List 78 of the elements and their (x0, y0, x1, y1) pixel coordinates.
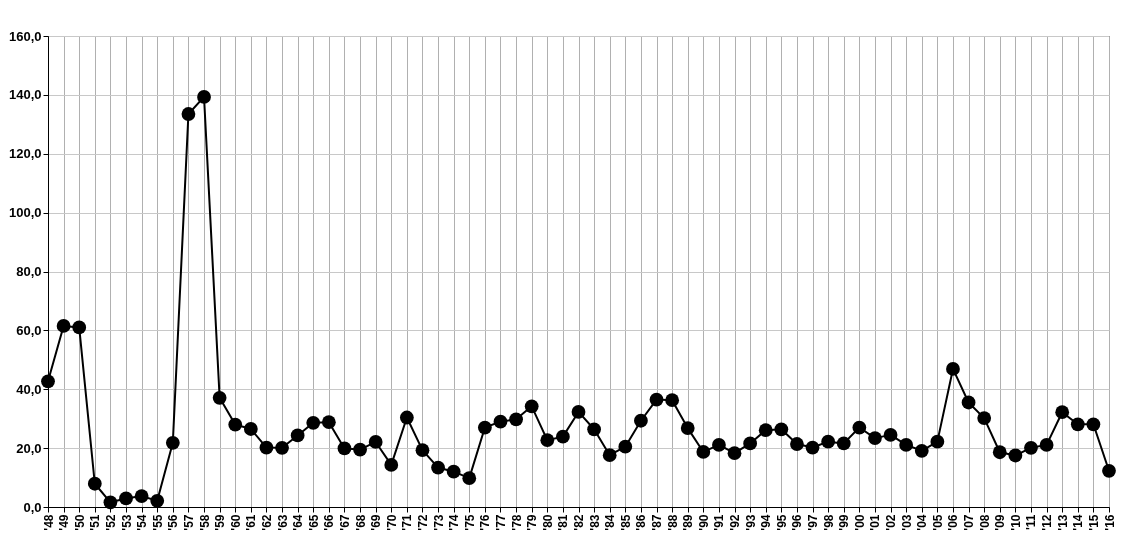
x-tick-label: '05 (930, 514, 945, 531)
x-tick-label: '59 (213, 514, 228, 531)
x-tick-label: '74 (447, 514, 462, 531)
x-tick-label: '12 (1040, 514, 1055, 531)
x-tick-label: '93 (743, 514, 758, 531)
x-tick-label: '77 (493, 514, 508, 531)
x-tick-label: '04 (915, 514, 930, 531)
x-tick-label: '89 (681, 514, 696, 531)
y-tick-label: 40,0 (16, 381, 42, 397)
x-tick-label: '87 (650, 514, 665, 531)
x-tick-label: '96 (790, 514, 805, 531)
y-tick-label: 60,0 (16, 322, 42, 338)
x-tick-label: '16 (1102, 514, 1117, 531)
x-tick-label: '88 (665, 514, 680, 531)
y-tick-label: 100,0 (8, 205, 42, 221)
x-tick-label: '66 (322, 514, 337, 531)
x-tick-label: '94 (759, 514, 774, 531)
y-tick-label: 80,0 (16, 264, 42, 279)
x-tick-label: '51 (88, 514, 103, 531)
x-tick-label: '57 (181, 514, 196, 531)
x-tick-label: '15 (1086, 514, 1101, 531)
x-tick-label: '84 (603, 514, 618, 531)
y-tick-label: 140,0 (8, 87, 42, 103)
x-tick-label: '63 (275, 514, 290, 531)
y-tick-label: 20,0 (16, 440, 42, 456)
x-tick-label: '54 (135, 514, 150, 531)
y-tick-label: 0,0 (23, 499, 42, 515)
x-tick-label: '78 (509, 514, 524, 531)
x-tick-label: '86 (634, 514, 649, 531)
x-tick-label: '83 (587, 514, 602, 531)
x-tick-label: '07 (962, 514, 977, 531)
x-tick-label: '95 (774, 514, 789, 531)
x-tick-label: '02 (884, 514, 899, 531)
x-tick-label: '10 (1008, 514, 1023, 531)
x-tick-label: '52 (103, 514, 118, 531)
x-tick-label: '60 (228, 514, 243, 531)
x-tick-label: '82 (572, 514, 586, 531)
x-tick-label: '90 (696, 514, 711, 531)
y-tick-label: 120,0 (8, 146, 42, 162)
x-tick-label: '85 (618, 514, 633, 531)
x-tick-label: '68 (353, 514, 368, 531)
x-tick-label: '76 (478, 514, 493, 531)
x-tick-label: '75 (462, 514, 477, 531)
x-tick-label: '48 (41, 514, 56, 531)
x-tick-label: '11 (1024, 514, 1039, 531)
x-tick-label: '92 (728, 514, 743, 531)
x-tick-label: '55 (150, 514, 165, 531)
x-tick-label: '03 (899, 514, 914, 531)
x-tick-label: '80 (540, 514, 555, 531)
x-tick-label: '08 (977, 514, 992, 531)
x-tick-label: '14 (1071, 514, 1086, 531)
x-tick-label: '50 (72, 514, 87, 531)
x-tick-label: '00 (852, 514, 867, 531)
x-tick-label: '98 (821, 514, 836, 531)
x-tick-label: '73 (431, 514, 446, 531)
x-tick-label: '13 (1055, 514, 1070, 531)
x-tick-label: '69 (369, 514, 384, 531)
x-tick-label: '97 (806, 514, 821, 531)
x-tick-label: '53 (119, 514, 134, 531)
x-tick-label: '70 (384, 514, 399, 531)
x-tick-label: '49 (57, 514, 72, 531)
x-tick-label: '09 (993, 514, 1008, 531)
x-tick-label: '65 (306, 514, 321, 531)
x-tick-label: '72 (415, 514, 430, 531)
x-tick-label: '64 (291, 514, 306, 531)
x-tick-label: '58 (197, 514, 212, 531)
y-tick-label: 160,0 (8, 28, 42, 44)
x-tick-label: '71 (400, 514, 415, 531)
x-tick-label: '67 (337, 514, 352, 531)
x-tick-label: '81 (556, 514, 571, 531)
x-tick-label: '06 (946, 514, 961, 531)
x-tick-label: '99 (837, 514, 852, 531)
x-tick-label: '61 (244, 514, 259, 531)
x-tick-label: '79 (525, 514, 540, 531)
x-tick-label: '62 (259, 514, 274, 531)
x-tick-label: '56 (166, 514, 181, 531)
x-tick-label: '01 (868, 514, 883, 531)
x-tick-label: '91 (712, 514, 727, 531)
